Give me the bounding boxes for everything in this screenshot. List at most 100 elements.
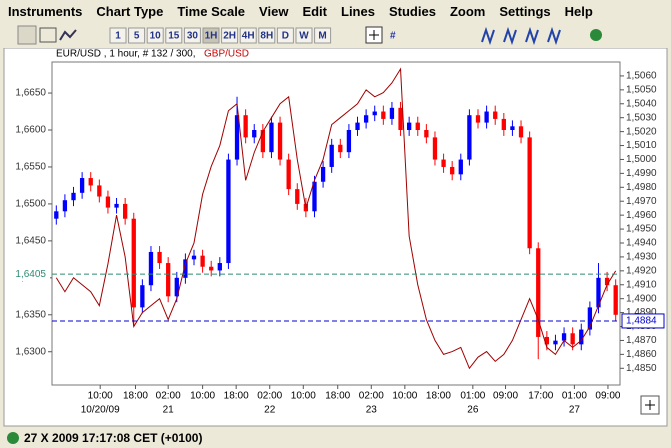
candle-body bbox=[329, 144, 334, 167]
plot-area bbox=[51, 61, 621, 386]
period-button[interactable] bbox=[183, 27, 201, 44]
candle-body bbox=[596, 277, 601, 308]
period-label[interactable]: 15 bbox=[168, 31, 180, 42]
y2-tick-label: 1,4950 bbox=[626, 224, 657, 235]
bar-icon[interactable] bbox=[39, 27, 57, 43]
period-label[interactable]: W bbox=[299, 31, 309, 42]
candle-body bbox=[389, 107, 395, 119]
candle-body bbox=[372, 111, 377, 116]
x-tick-label: 18:00 bbox=[123, 391, 148, 402]
period-label[interactable]: 8H bbox=[260, 31, 273, 42]
candle-body bbox=[312, 181, 317, 212]
candle-body bbox=[200, 255, 205, 267]
period-label[interactable]: 1H bbox=[205, 31, 218, 42]
grid-icon[interactable]: # bbox=[390, 31, 396, 42]
candle-body bbox=[579, 329, 584, 345]
period-button[interactable] bbox=[239, 27, 257, 44]
menu-item[interactable]: Lines bbox=[341, 3, 375, 19]
candle-body bbox=[166, 263, 171, 297]
candle-body bbox=[398, 107, 403, 130]
period-button[interactable] bbox=[202, 27, 220, 44]
price-label-box bbox=[621, 313, 665, 329]
candle-body bbox=[441, 159, 446, 167]
candle-body bbox=[355, 122, 360, 130]
period-label[interactable]: D bbox=[282, 31, 289, 42]
candle-body bbox=[320, 166, 326, 182]
period-button[interactable] bbox=[258, 27, 276, 44]
period-button[interactable] bbox=[221, 27, 239, 44]
candle-body bbox=[131, 218, 136, 308]
overlay-line bbox=[55, 67, 617, 370]
x-tick-label: 02:00 bbox=[257, 391, 282, 402]
menu-item[interactable]: View bbox=[259, 3, 289, 19]
candle-body bbox=[338, 144, 343, 153]
price-label: 1,6405 bbox=[15, 269, 46, 280]
candle-body bbox=[286, 159, 291, 190]
candle-body bbox=[140, 285, 145, 308]
period-button[interactable] bbox=[314, 27, 332, 44]
candle-body bbox=[510, 126, 515, 130]
period-label[interactable]: 1 bbox=[115, 31, 121, 42]
menu-item[interactable]: Chart Type bbox=[96, 3, 164, 19]
x-tick-label: 10:00 bbox=[88, 391, 113, 402]
candle-body bbox=[493, 111, 498, 119]
chart-title: EUR/USD , 1 hour, # 132 / 300, bbox=[56, 49, 196, 60]
period-label[interactable]: M bbox=[318, 31, 326, 42]
candle-body bbox=[217, 263, 222, 271]
period-button[interactable] bbox=[146, 27, 164, 44]
period-button[interactable] bbox=[128, 27, 146, 44]
period-button[interactable] bbox=[109, 27, 127, 44]
menu-item[interactable]: Studies bbox=[388, 3, 436, 19]
y-tick-label: 1,6600 bbox=[15, 125, 46, 136]
menu-item[interactable]: Time Scale bbox=[177, 3, 246, 19]
candle-body bbox=[295, 189, 300, 204]
x-tick-label: 09:00 bbox=[595, 391, 620, 402]
line-icon[interactable] bbox=[59, 29, 77, 41]
menu-item[interactable]: Help bbox=[564, 3, 593, 19]
candle-body bbox=[415, 122, 420, 130]
y2-tick-label: 1,5040 bbox=[626, 98, 657, 109]
status-bar: 27 X 2009 17:17:08 CET (+0100) bbox=[0, 428, 671, 448]
candle-body bbox=[54, 211, 59, 219]
candle-icon[interactable] bbox=[17, 25, 37, 45]
y2-tick-label: 1,4910 bbox=[626, 279, 657, 290]
period-label[interactable]: 30 bbox=[187, 31, 199, 42]
menu-item[interactable]: Settings bbox=[499, 3, 551, 19]
overlay-name: GBP/USD bbox=[204, 49, 249, 60]
period-label[interactable]: 2H bbox=[223, 31, 236, 42]
candle-body bbox=[123, 203, 128, 219]
menu-item[interactable]: Edit bbox=[302, 3, 327, 19]
study-icons[interactable] bbox=[481, 26, 561, 46]
price-label: 1,4884 bbox=[626, 316, 657, 327]
menu-item[interactable]: Instruments bbox=[8, 3, 83, 19]
status-icon[interactable] bbox=[590, 29, 602, 41]
period-label[interactable]: 5 bbox=[134, 31, 140, 42]
y-tick-label: 1,6500 bbox=[15, 199, 46, 210]
candle-body bbox=[518, 126, 524, 138]
candle-body bbox=[587, 307, 593, 330]
status-led bbox=[7, 432, 19, 444]
candle-body bbox=[553, 340, 558, 345]
y-tick-label: 1,6650 bbox=[15, 88, 46, 99]
y2-tick-label: 1,5050 bbox=[626, 84, 657, 95]
candle-body bbox=[174, 277, 179, 297]
candle-body bbox=[209, 266, 214, 271]
candle-body bbox=[570, 333, 575, 345]
period-label[interactable]: 10 bbox=[150, 31, 162, 42]
menu-item[interactable]: Zoom bbox=[449, 3, 486, 19]
x-tick-label: 01:00 bbox=[460, 391, 485, 402]
candle-body bbox=[114, 203, 119, 208]
period-button[interactable] bbox=[165, 27, 183, 44]
y2-tick-label: 1,5020 bbox=[626, 126, 657, 137]
period-button[interactable] bbox=[276, 27, 294, 44]
period-button[interactable] bbox=[295, 27, 313, 44]
candle-body bbox=[148, 251, 154, 286]
candle-body bbox=[450, 166, 455, 175]
y2-tick-label: 1,4980 bbox=[626, 182, 657, 193]
y-tick-label: 1,6300 bbox=[15, 346, 46, 357]
period-label[interactable]: 4H bbox=[242, 31, 255, 42]
x-tick-label: 01:00 bbox=[562, 391, 587, 402]
date-label: 22 bbox=[264, 405, 276, 416]
candle-body bbox=[243, 115, 248, 138]
